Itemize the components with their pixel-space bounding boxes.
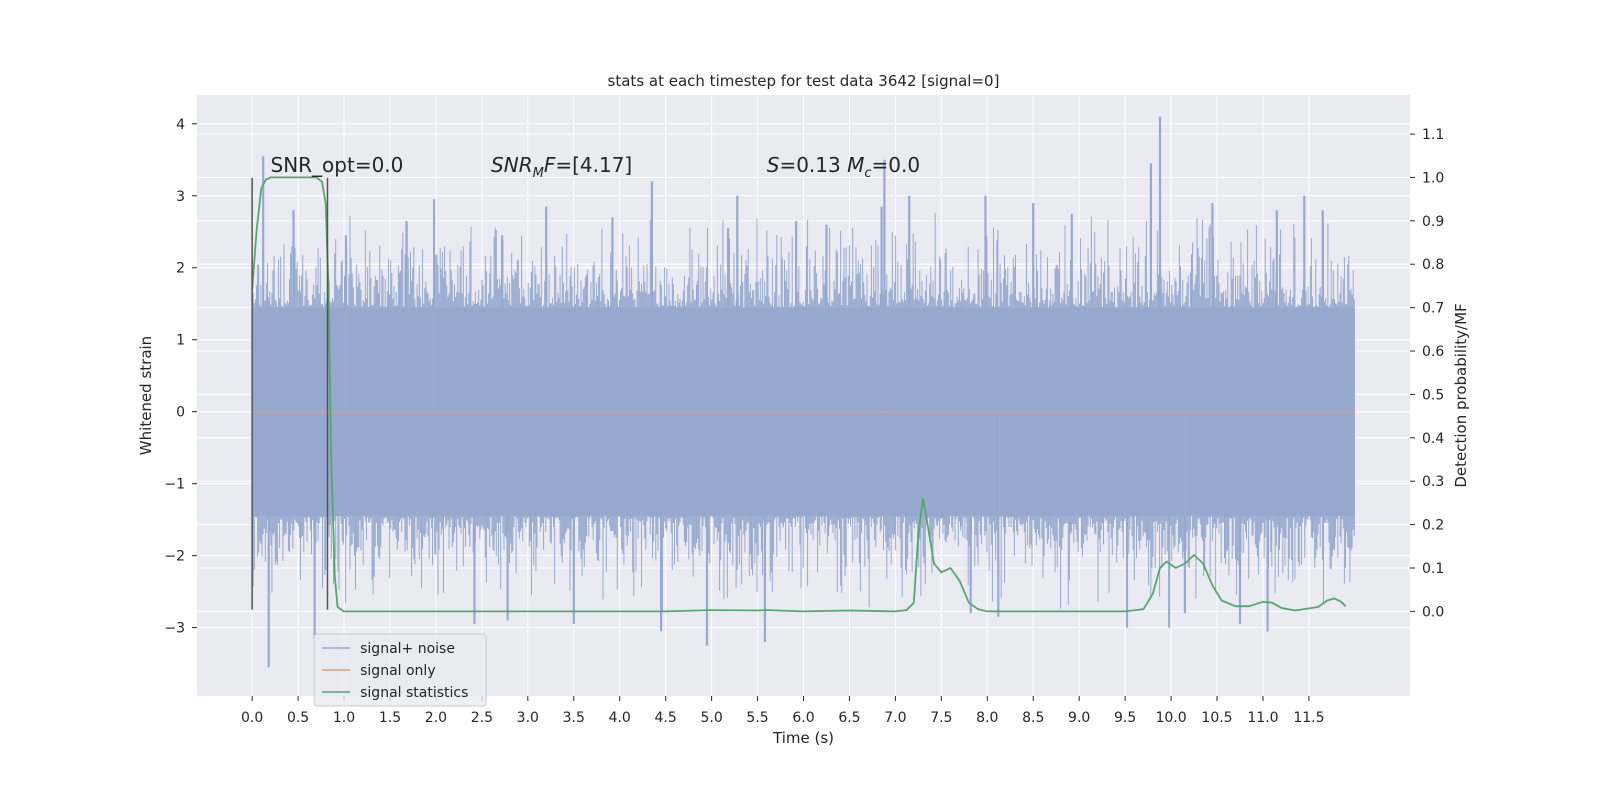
y-left-tick-label-3: 0 [176,405,185,421]
axis-ticks: 0.0 0.5 1.0 1.5 2.0 2.5 3.0 3.5 4.0 4.5 5.0 5.5 6.0 6… [164,117,1444,726]
y-left-tick-label-5: 2 [176,261,185,277]
noise-peaks [262,116,1324,668]
x-tick-label-19: 9.5 [1114,710,1136,726]
y-left-tick-label-0: −3 [164,621,185,637]
y-right-tick-label-5: 0.5 [1422,387,1444,403]
annotation-snr-mf: SNRMF=[4.17] [491,153,632,181]
y-axis-left-label: Whitened strain [137,336,155,455]
y-right-tick-label-10: 1.0 [1422,170,1444,186]
legend-label-signal-statistics: signal statistics [360,685,468,701]
annotation-mc-subscript: c [864,166,871,181]
x-axis-label: Time (s) [772,729,834,747]
x-tick-label-14: 7.0 [884,710,906,726]
annotation-snr-mf-prefix: SNR [491,153,533,177]
signal-statistics-line [251,176,1347,613]
x-tick-label-9: 4.5 [655,710,677,726]
chart-title: stats at each timestep for test data 364… [608,72,1000,90]
y-right-tick-label-6: 0.6 [1422,344,1444,360]
x-tick-label-0: 0.0 [241,710,263,726]
y-left-tick-label-1: −2 [164,549,185,565]
annotation-snr-mf-subscript: M [533,166,544,181]
x-tick-label-5: 2.5 [471,710,493,726]
x-tick-label-7: 3.5 [563,710,585,726]
y-right-tick-label-4: 0.4 [1422,431,1444,447]
annotation-snr-mf-suffix-f: F [544,153,556,177]
x-tick-label-15: 7.5 [930,710,952,726]
legend-label-signal-noise: signal+ noise [360,641,455,657]
y-left-tick-label-2: −1 [164,477,185,493]
x-tick-label-4: 2.0 [425,710,447,726]
annotation-s-value: =0.13 [779,153,847,177]
x-tick-label-23: 11.5 [1293,710,1324,726]
y-right-tick-label-1: 0.1 [1422,561,1444,577]
y-right-tick-label-2: 0.2 [1422,518,1444,534]
y-right-tick-label-0: 0.0 [1422,604,1444,620]
y-left-tick-label-4: 1 [176,333,185,349]
x-tick-label-6: 3.0 [517,710,539,726]
x-tick-label-20: 10.0 [1155,710,1186,726]
legend: signal+ noise signal only signal statist… [313,633,487,707]
x-tick-label-1: 0.5 [287,710,309,726]
vertical-markers [251,177,329,610]
x-tick-label-16: 8.0 [976,710,998,726]
annotations: SNR_opt=0.0 SNRMF=[4.17] S=0.13 Mc=0.0 [271,153,921,181]
y-right-tick-label-9: 0.9 [1422,214,1444,230]
y-right-tick-label-7: 0.7 [1422,301,1444,317]
legend-box [313,633,487,707]
y-left-tick-label-7: 4 [176,117,185,133]
y-right-tick-label-8: 0.8 [1422,257,1444,273]
annotation-s-mc: S=0.13 Mc=0.0 [767,153,920,181]
x-tick-label-21: 10.5 [1201,710,1232,726]
annotation-snr-opt: SNR_opt=0.0 [271,153,404,177]
x-tick-label-13: 6.5 [838,710,860,726]
annotation-snr-mf-suffix: =[4.17] [555,153,632,177]
x-tick-label-2: 1.0 [333,710,355,726]
y-right-tick-label-3: 0.3 [1422,474,1444,490]
x-tick-label-8: 4.0 [609,710,631,726]
annotation-mc-value: =0.0 [872,153,921,177]
x-tick-label-12: 6.0 [792,710,814,726]
series-signal-statistics [251,176,1347,613]
annotation-s: S [767,153,780,177]
x-tick-label-18: 9.0 [1068,710,1090,726]
y-left-tick-label-6: 3 [176,189,185,205]
legend-label-signal-only: signal only [360,663,435,679]
x-tick-label-22: 11.0 [1247,710,1278,726]
y-axis-right-label: Detection probability/MF [1452,303,1470,487]
x-tick-label-11: 5.5 [746,710,768,726]
x-tick-label-3: 1.5 [379,710,401,726]
y-right-tick-label-11: 1.1 [1422,127,1444,143]
x-tick-label-10: 5.0 [700,710,722,726]
annotation-m: M [847,153,864,177]
x-tick-label-17: 8.5 [1022,710,1044,726]
